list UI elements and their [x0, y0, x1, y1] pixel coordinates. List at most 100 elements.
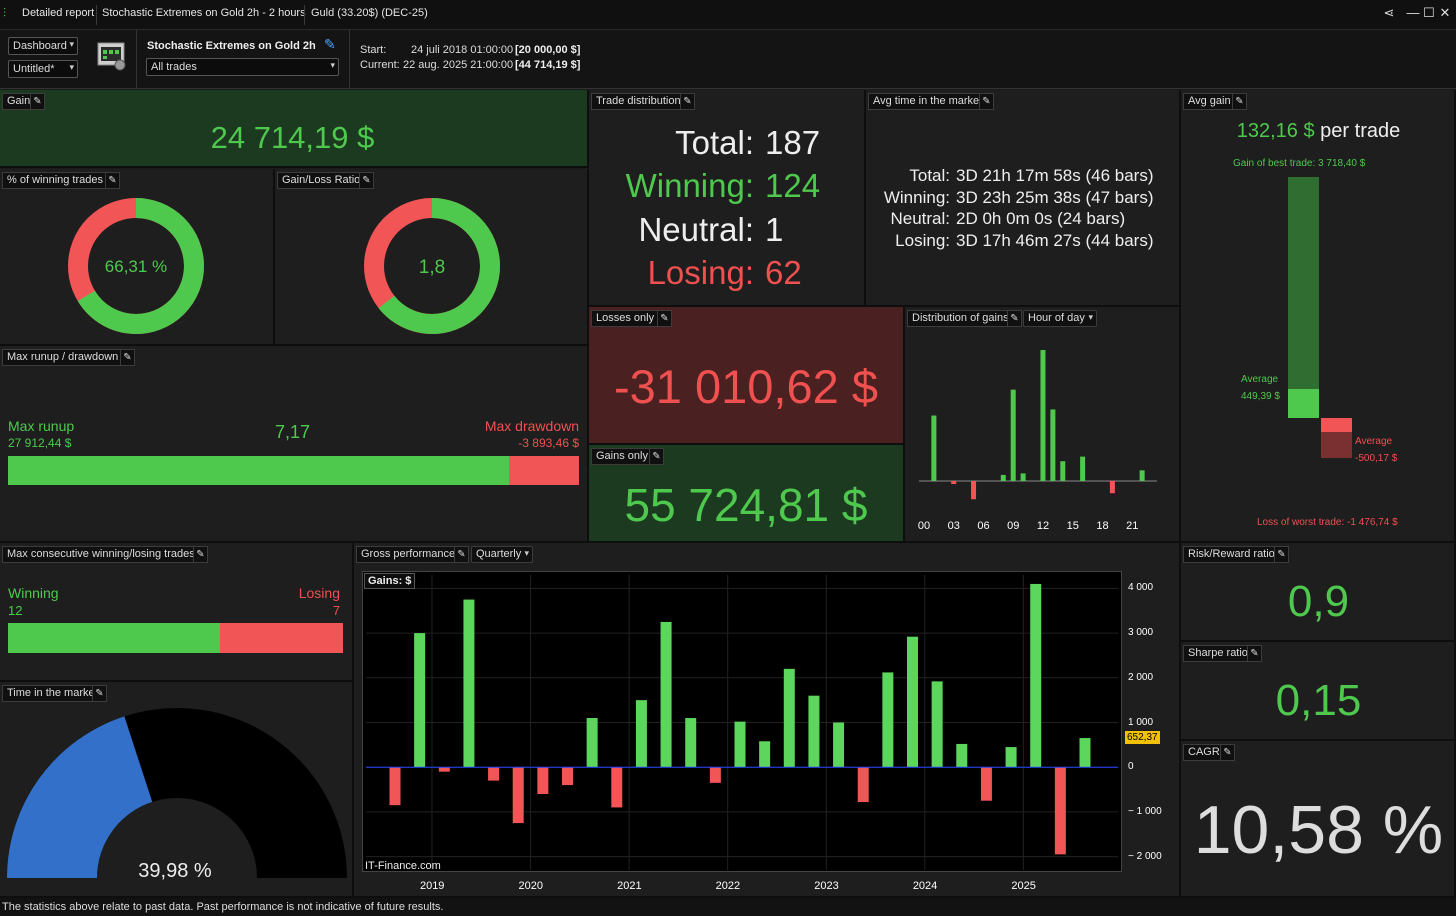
- consecutive-win-label: Winning: [8, 585, 59, 601]
- dist-tick-label: 06: [977, 520, 989, 532]
- panel-title: Max runup / drawdown: [2, 349, 124, 366]
- at-total-label: Total:: [909, 166, 950, 185]
- risk-reward-panel: Risk/Reward ratio ✎ 0,9: [1181, 543, 1456, 642]
- dist-bar: [951, 481, 957, 485]
- dist-bar: [1010, 389, 1016, 481]
- dist-bar: [1040, 350, 1046, 481]
- distribution-chart: 00 03 06 09 12 15 18 21: [918, 350, 1157, 532]
- x-tick-label: 2025: [1011, 880, 1036, 892]
- y-tick-label: − 1 000: [1128, 805, 1162, 817]
- strategy-name: Stochastic Extremes on Gold 2h: [147, 40, 316, 52]
- wrench-icon[interactable]: ✎: [359, 172, 374, 189]
- gains-only-panel: Gains only ✎ 55 724,81 $: [589, 445, 905, 543]
- view-select[interactable]: Dashboard ▾: [8, 37, 78, 55]
- drawdown-value: -3 893,46 $: [518, 436, 579, 450]
- consecutive-lose-value: 7: [332, 603, 340, 618]
- gross-chart-area: [362, 571, 1122, 872]
- layout-select[interactable]: Untitled* ▾: [8, 60, 78, 78]
- y-tick-label: 1 000: [1128, 716, 1154, 728]
- tab-detailed-report[interactable]: Detailed report: [22, 7, 95, 19]
- y-tick-label: 4 000: [1128, 582, 1154, 594]
- td-losing-value: 62: [765, 254, 802, 291]
- worst-trade-label: Loss of worst trade: -1 476,74 $: [1257, 517, 1398, 528]
- wrench-icon[interactable]: ✎: [680, 93, 695, 110]
- consecutive-win-bar: [8, 623, 220, 653]
- wrench-icon[interactable]: ✎: [92, 685, 107, 702]
- time-in-market-panel: Time in the market ✎ 39,98 %: [0, 682, 354, 898]
- consecutive-lose-label: Losing: [298, 585, 340, 601]
- x-tick-label: 2023: [814, 880, 839, 892]
- panel-title: Sharpe ratio: [1183, 645, 1253, 662]
- chevron-down-icon: ▾: [1088, 312, 1093, 322]
- panel-title: Time in the market: [2, 685, 103, 702]
- dist-bar: [1109, 481, 1115, 494]
- at-winning-label: Winning:: [883, 188, 950, 207]
- avg-time-panel: Avg time in the market ✎ Total: 3D 21h 1…: [866, 90, 1181, 307]
- td-winning-label: Winning:: [625, 167, 754, 204]
- maximize-button[interactable]: ☐: [1423, 5, 1435, 20]
- winning-donut: [68, 198, 204, 334]
- avg-loss-label: Average: [1355, 436, 1393, 447]
- distribution-mode-select[interactable]: Hour of day ▾: [1023, 310, 1097, 327]
- avg-loss-bar: [1321, 418, 1352, 432]
- start-capital: [20 000,00 $]: [515, 44, 581, 56]
- share-icon[interactable]: ⋖: [1383, 5, 1395, 20]
- panel-title: Gain/Loss Ratio: [277, 172, 366, 189]
- tab-strategy[interactable]: Stochastic Extremes on Gold 2h - 2 hours: [102, 7, 306, 19]
- gain-loss-donut: [364, 198, 500, 334]
- x-tick-label: 2022: [715, 880, 741, 892]
- distribution-panel: Distribution of gains ✎ Hour of day ▾ 00 0…: [905, 307, 1181, 543]
- td-winning-value: 124: [765, 167, 821, 204]
- sharpe-value: 0,15: [1275, 676, 1362, 725]
- chevron-down-icon: ▾: [524, 548, 529, 558]
- runup-bar: [8, 456, 510, 485]
- wrench-icon[interactable]: ✎: [1247, 645, 1262, 662]
- dist-bar: [931, 415, 937, 481]
- wrench-icon[interactable]: ✎: [105, 172, 120, 189]
- wrench-icon[interactable]: ✎: [454, 546, 469, 563]
- dist-tick-label: 03: [948, 520, 960, 532]
- app-logo-icon: ⫶: [3, 6, 7, 20]
- runup-panel: Max runup / drawdown ✎ Max runup 27 912,…: [0, 346, 589, 543]
- losses-only-value: -31 010,62 $: [614, 360, 878, 413]
- td-total-value: 187: [765, 124, 821, 161]
- gains-only-value: 55 724,81 $: [624, 479, 868, 531]
- tab-instrument[interactable]: Guld (33.20$) (DEC-25): [311, 7, 428, 19]
- wrench-icon[interactable]: ✎: [1220, 744, 1235, 761]
- start-date: 24 juli 2018 01:00:00: [411, 44, 514, 56]
- wrench-icon[interactable]: ✎: [120, 349, 135, 366]
- report-settings-icon[interactable]: [97, 41, 127, 71]
- panel-title: Risk/Reward ratio: [1183, 546, 1280, 563]
- gain-value: 24 714,19 $: [210, 120, 375, 155]
- disclaimer-footer: The statistics above relate to past data…: [0, 898, 1456, 916]
- wrench-icon[interactable]: ✎: [657, 310, 672, 327]
- close-button[interactable]: ✕: [1439, 5, 1451, 20]
- wrench-icon[interactable]: ✎: [30, 93, 45, 110]
- panel-title: % of winning trades: [2, 172, 108, 189]
- winning-pct-value: 66,31 %: [104, 257, 168, 276]
- wrench-icon[interactable]: ✎: [1007, 310, 1022, 327]
- panel-title: Gross performance: [356, 546, 461, 563]
- trades-filter-select[interactable]: All trades ▾: [146, 58, 339, 76]
- current-capital: [44 714,19 $]: [515, 59, 581, 71]
- wrench-icon[interactable]: ✎: [193, 546, 208, 563]
- edit-icon[interactable]: ✎: [324, 36, 336, 52]
- dist-bar: [1060, 461, 1066, 481]
- chevron-down-icon: ▾: [330, 60, 335, 70]
- minimize-button[interactable]: —: [1406, 5, 1420, 20]
- period-select[interactable]: Quarterly ▾: [471, 546, 533, 563]
- wrench-icon[interactable]: ✎: [649, 448, 664, 465]
- y-tick-label: 2 000: [1128, 671, 1154, 683]
- risk-reward-value: 0,9: [1287, 577, 1350, 626]
- x-tick-label: 2021: [617, 880, 642, 892]
- avg-gain-value: 132,16 $: [1236, 120, 1315, 142]
- wrench-icon[interactable]: ✎: [1232, 93, 1247, 110]
- panel-title: Losses only: [591, 310, 660, 327]
- at-losing-value: 3D 17h 46m 27s (44 bars): [956, 231, 1154, 250]
- chevron-down-icon: ▾: [69, 39, 74, 49]
- td-neutral-label: Neutral:: [638, 211, 754, 248]
- wrench-icon[interactable]: ✎: [1274, 546, 1289, 563]
- y-tick-label: − 2 000: [1128, 850, 1162, 862]
- runup-ratio: 7,17: [274, 422, 311, 442]
- wrench-icon[interactable]: ✎: [979, 93, 994, 110]
